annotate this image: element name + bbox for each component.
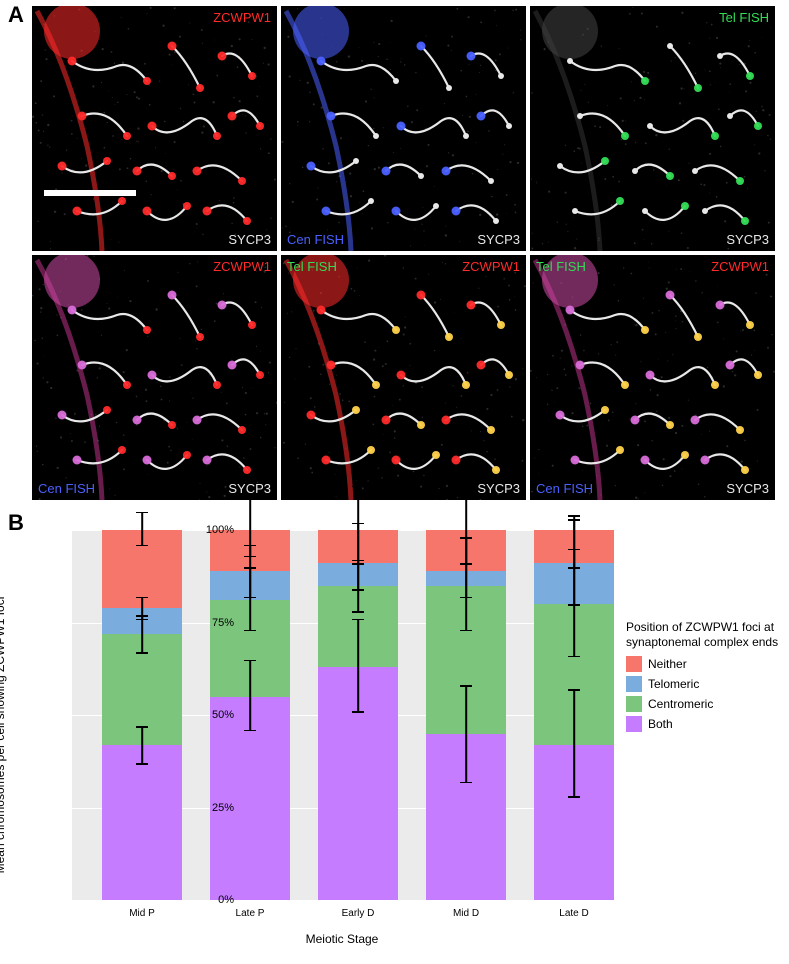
error-bar [357,619,359,712]
legend-swatch [626,656,642,672]
overlay-label: Cen FISH [536,481,593,496]
bar-group [102,530,182,900]
microscopy-grid: ZCWPW1SYCP3Cen FISHSYCP3Tel FISHSYCP3ZCW… [32,6,775,500]
legend-label: Neither [648,657,687,671]
x-axis-title: Meiotic Stage [72,932,612,946]
overlay-label: Tel FISH [536,259,586,274]
bar-segment-both [102,745,182,900]
scale-bar [44,190,136,196]
y-tick-label: 0% [184,894,234,906]
overlay-label: ZCWPW1 [711,259,769,274]
legend-label: Both [648,717,673,731]
error-bar [141,615,143,652]
y-axis-title: Mean chromosomes per cell showing ZCWPW1… [0,597,7,874]
legend-item: Centromeric [626,696,781,712]
error-bar [141,597,143,619]
overlay-label: SYCP3 [726,481,769,496]
microscopy-panel-2: Tel FISH SYCP3 [530,6,775,251]
overlay-label: Cen FISH [287,232,344,247]
overlay-label: Cen FISH [38,481,95,496]
legend-swatch [626,676,642,692]
y-tick-label: 75% [184,617,234,629]
legend-item: Neither [626,656,781,672]
overlay-label: SYCP3 [477,481,520,496]
error-bar [573,515,575,567]
overlay-label: Tel FISH [287,259,337,274]
legend-label: Telomeric [648,677,699,691]
x-tick-label: Mid P [129,908,155,919]
overlay-label: ZCWPW1 [462,259,520,274]
legend: Position of ZCWPW1 foci at synaptonemal … [626,620,781,736]
legend-label: Centromeric [648,697,713,711]
error-bar [249,660,251,730]
overlay-label: SYCP3 [228,481,271,496]
microscopy-panel-4: Tel FISH ZCWPW1 SYCP3 [281,255,526,500]
overlay-label: Tel FISH [719,10,769,25]
error-bar [573,689,575,796]
error-bar [357,486,359,564]
y-tick-label: 25% [184,802,234,814]
error-bar [141,512,143,545]
error-bar [465,493,467,563]
error-bar [249,497,251,556]
legend-item: Telomeric [626,676,781,692]
overlay-label: SYCP3 [477,232,520,247]
overlay-label: ZCWPW1 [213,10,271,25]
microscopy-panel-0: ZCWPW1 SYCP3 [32,6,277,251]
x-tick-label: Mid D [453,908,479,919]
error-bar [141,726,143,763]
legend-title: Position of ZCWPW1 foci at synaptonemal … [626,620,781,650]
legend-item: Both [626,716,781,732]
microscopy-panel-1: Cen FISH SYCP3 [281,6,526,251]
plot-area [72,530,612,900]
x-tick-label: Early D [342,908,375,919]
microscopy-panel-3: ZCWPW1 Cen FISH SYCP3 [32,255,277,500]
y-tick-label: 50% [184,709,234,721]
legend-swatch [626,696,642,712]
error-bar [465,685,467,781]
x-tick-label: Late D [559,908,588,919]
legend-swatch [626,716,642,732]
microscopy-panel-5: Tel FISH ZCWPW1 Cen FISH SYCP3 [530,255,775,500]
panel-a-label: A [8,2,24,28]
y-tick-label: 100% [184,524,234,536]
overlay-label: SYCP3 [726,232,769,247]
x-tick-label: Late P [236,908,265,919]
overlay-label: SYCP3 [228,232,271,247]
overlay-label: ZCWPW1 [213,259,271,274]
zcwpw1-stacked-bar-chart: Mean chromosomes per cell showing ZCWPW1… [10,520,780,950]
